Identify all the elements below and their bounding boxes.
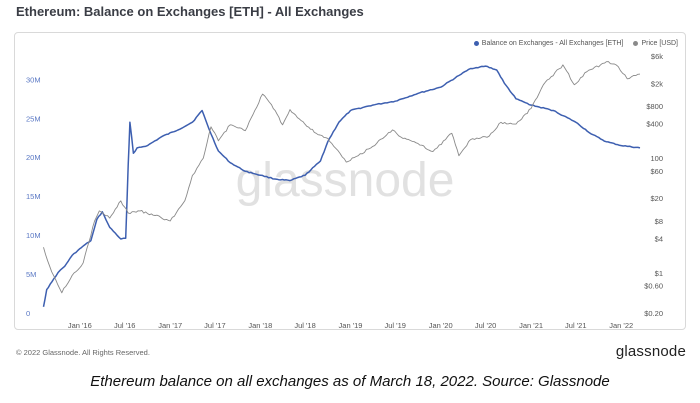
- legend-dot-balance: [473, 41, 479, 46]
- right-tick-label: $4: [655, 234, 663, 243]
- legend: Balance on Exchanges - All Exchanges [ET…: [473, 40, 678, 47]
- x-tick-label: Jan '20: [429, 321, 453, 330]
- left-tick-label: 5M: [26, 270, 36, 279]
- page-title: Ethereum: Balance on Exchanges [ETH] - A…: [16, 4, 364, 19]
- figure-caption: Ethereum balance on all exchanges as of …: [90, 373, 610, 390]
- x-tick-label: Jul '20: [475, 321, 496, 330]
- legend-item-balance[interactable]: Balance on Exchanges - All Exchanges [ET…: [473, 40, 624, 47]
- right-tick-label: $6k: [651, 52, 663, 61]
- right-tick-label: $60: [650, 167, 663, 176]
- right-tick-label: $0.20: [644, 309, 663, 318]
- x-tick-label: Jul '21: [565, 321, 586, 330]
- left-tick-label: 10M: [26, 231, 41, 240]
- right-tick-label: $8: [655, 217, 663, 226]
- x-tick-label: Jan '17: [158, 321, 182, 330]
- right-tick-label: $800: [646, 102, 663, 111]
- chart-panel: [14, 32, 686, 330]
- right-tick-label: $1: [655, 269, 663, 278]
- x-tick-label: Jan '18: [248, 321, 272, 330]
- right-tick-label: $20: [650, 194, 663, 203]
- left-tick-label: 15M: [26, 192, 41, 201]
- left-tick-label: 0: [26, 309, 30, 318]
- legend-label-balance: Balance on Exchanges - All Exchanges [ET…: [481, 40, 624, 47]
- x-tick-label: Jul '18: [294, 321, 315, 330]
- x-axis: Jan '16 Jul '16 Jan '17 Jul '17 Jan '18 Jul '…: [68, 321, 633, 330]
- watermark: glassnode: [236, 154, 455, 207]
- left-tick-label: 20M: [26, 153, 41, 162]
- x-tick-label: Jul '17: [204, 321, 225, 330]
- legend-dot-price: [633, 41, 639, 46]
- x-tick-label: Jul '19: [384, 321, 405, 330]
- legend-label-price: Price [USD]: [641, 40, 678, 47]
- series-layer: [42, 61, 641, 307]
- left-tick-label: 30M: [26, 75, 41, 84]
- copyright-text: © 2022 Glassnode. All Rights Reserved.: [16, 348, 150, 357]
- left-tick-label: 25M: [26, 114, 41, 123]
- x-tick-label: Jan '19: [339, 321, 363, 330]
- balance-series-line: [42, 65, 641, 307]
- x-tick-label: Jan '22: [609, 321, 633, 330]
- legend-item-price[interactable]: Price [USD]: [633, 40, 678, 47]
- x-tick-label: Jan '16: [68, 321, 92, 330]
- left-axis: 0 5M 10M 15M 20M 25M 30M: [26, 75, 41, 318]
- x-tick-label: Jul '16: [114, 321, 135, 330]
- price-series-line: [43, 61, 641, 294]
- right-tick-label: $400: [646, 120, 663, 129]
- right-axis: $0.20 $0.60 $1 $4 $8 $20 $60 100 $400 $800 $2k $6k: [644, 52, 663, 318]
- right-tick-label: 100: [650, 154, 663, 163]
- brand-logo: glassnode: [615, 343, 686, 360]
- right-tick-label: $0.60: [644, 282, 663, 291]
- right-tick-label: $2k: [651, 79, 663, 88]
- x-tick-label: Jan '21: [519, 321, 543, 330]
